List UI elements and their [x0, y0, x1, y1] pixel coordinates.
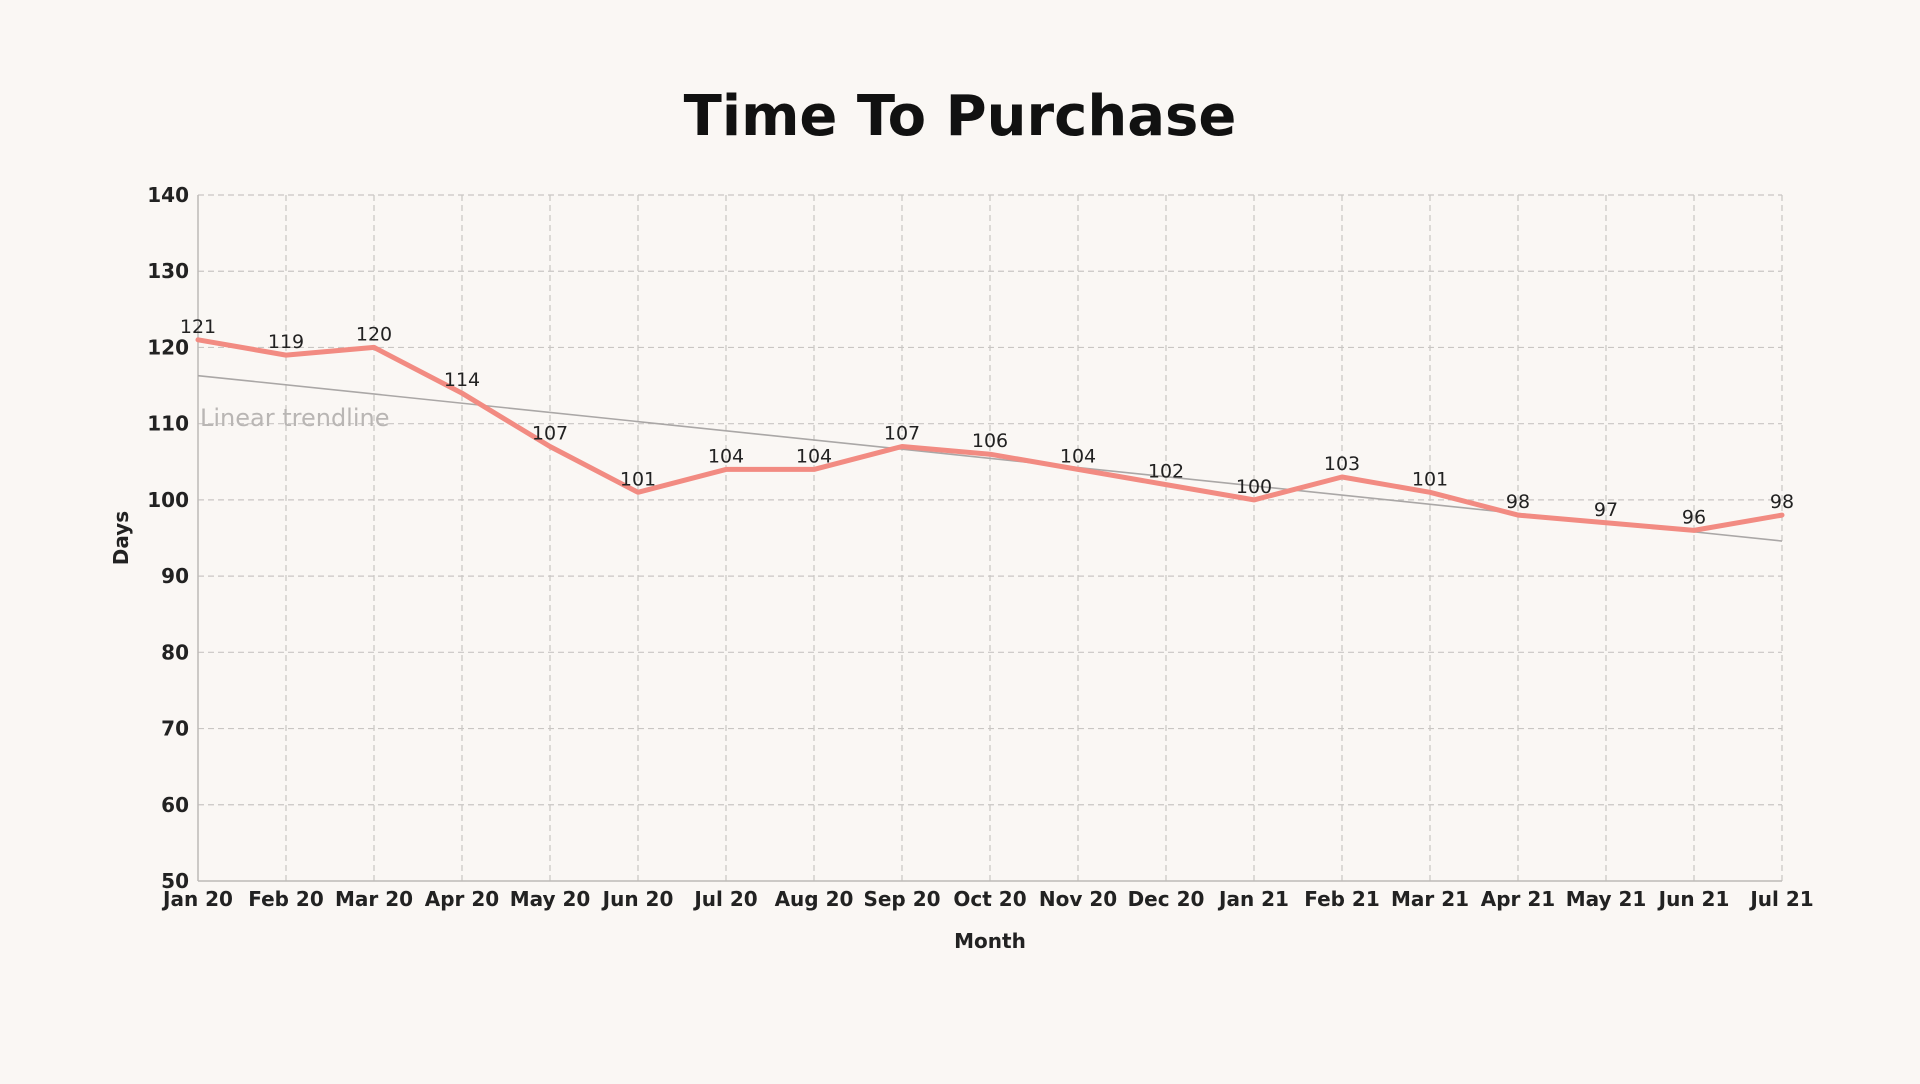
data-labels: 121 119 120 114 107 101 104 104 107 106 104 102 100 1… [180, 316, 1794, 529]
x-tick-label: Oct 20 [953, 887, 1026, 911]
y-axis-title: Days [109, 511, 133, 565]
data-label: 102 [1148, 461, 1184, 483]
y-tick-label: 130 [147, 259, 189, 283]
data-label: 96 [1682, 506, 1706, 528]
data-label: 103 [1324, 453, 1360, 475]
y-tick-label: 70 [161, 717, 189, 741]
data-label: 98 [1770, 491, 1794, 513]
x-tick-label: May 20 [510, 887, 591, 911]
data-label: 107 [532, 423, 568, 445]
data-label: 121 [180, 316, 216, 338]
x-tick-label: Jun 20 [601, 887, 674, 911]
data-label: 119 [268, 331, 304, 353]
y-tick-label: 140 [147, 183, 189, 207]
grid [198, 194, 1783, 881]
x-tick-label: Sep 20 [863, 887, 940, 911]
x-tick-label: Feb 21 [1304, 887, 1380, 911]
trendline-label: Linear trendline [200, 404, 390, 432]
x-tick-label: Dec 20 [1128, 887, 1205, 911]
y-tick-label: 90 [161, 564, 189, 588]
y-tick-label: 110 [147, 412, 189, 436]
x-tick-label: May 21 [1566, 887, 1647, 911]
y-tick-label: 120 [147, 335, 189, 359]
data-label: 107 [884, 423, 920, 445]
data-label: 98 [1506, 491, 1530, 513]
data-label: 100 [1236, 476, 1272, 498]
y-tick-label: 50 [161, 869, 189, 893]
chart-title: Time To Purchase [684, 84, 1237, 149]
data-label: 106 [972, 430, 1008, 452]
data-label: 101 [1412, 468, 1448, 490]
data-label: 104 [708, 445, 744, 467]
data-label: 104 [796, 445, 832, 467]
x-axis-title: Month [954, 929, 1026, 953]
axes: 50 60 70 80 90 100 110 120 130 140 Jan 20 Feb 20 Mar… [147, 183, 1813, 911]
x-tick-label: Jul 20 [692, 887, 757, 911]
x-tick-label: Jun 21 [1657, 887, 1730, 911]
x-tick-label: Mar 21 [1391, 887, 1469, 911]
y-tick-label: 60 [161, 793, 189, 817]
data-label: 97 [1594, 499, 1618, 521]
data-label: 120 [356, 323, 392, 345]
x-tick-label: Aug 20 [775, 887, 854, 911]
series [195, 337, 1785, 533]
x-tick-label: Jan 21 [1217, 887, 1289, 911]
x-tick-label: Mar 20 [335, 887, 413, 911]
x-tick-label: Jan 20 [161, 887, 233, 911]
x-tick-label: Apr 20 [425, 887, 499, 911]
y-tick-label: 100 [147, 488, 189, 512]
data-label: 114 [444, 369, 480, 391]
x-tick-label: Nov 20 [1039, 887, 1117, 911]
x-tick-label: Apr 21 [1481, 887, 1555, 911]
y-tick-label: 80 [161, 640, 189, 664]
x-tick-label: Feb 20 [248, 887, 324, 911]
series-line [195, 337, 1785, 533]
data-label: 101 [620, 468, 656, 490]
data-label: 104 [1060, 445, 1096, 467]
x-tick-label: Jul 21 [1748, 887, 1813, 911]
